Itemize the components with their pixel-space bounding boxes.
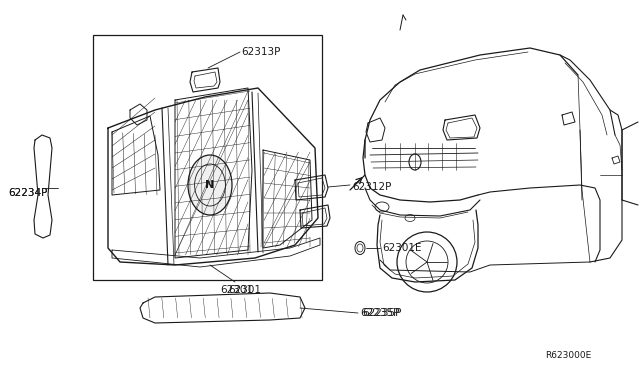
Ellipse shape <box>188 155 232 215</box>
Text: 62313P: 62313P <box>241 47 280 57</box>
Text: 62235P: 62235P <box>360 308 399 318</box>
Text: 62234P: 62234P <box>8 188 47 198</box>
Text: 62234P: 62234P <box>8 188 47 198</box>
Text: 62312P: 62312P <box>352 182 392 192</box>
Text: R623000E: R623000E <box>545 350 591 359</box>
Text: N: N <box>205 180 214 190</box>
Text: 62301: 62301 <box>228 285 261 295</box>
Text: 62301: 62301 <box>220 285 253 295</box>
Bar <box>93 35 322 280</box>
Text: 62301E: 62301E <box>382 243 422 253</box>
Text: 62235P: 62235P <box>362 308 401 318</box>
